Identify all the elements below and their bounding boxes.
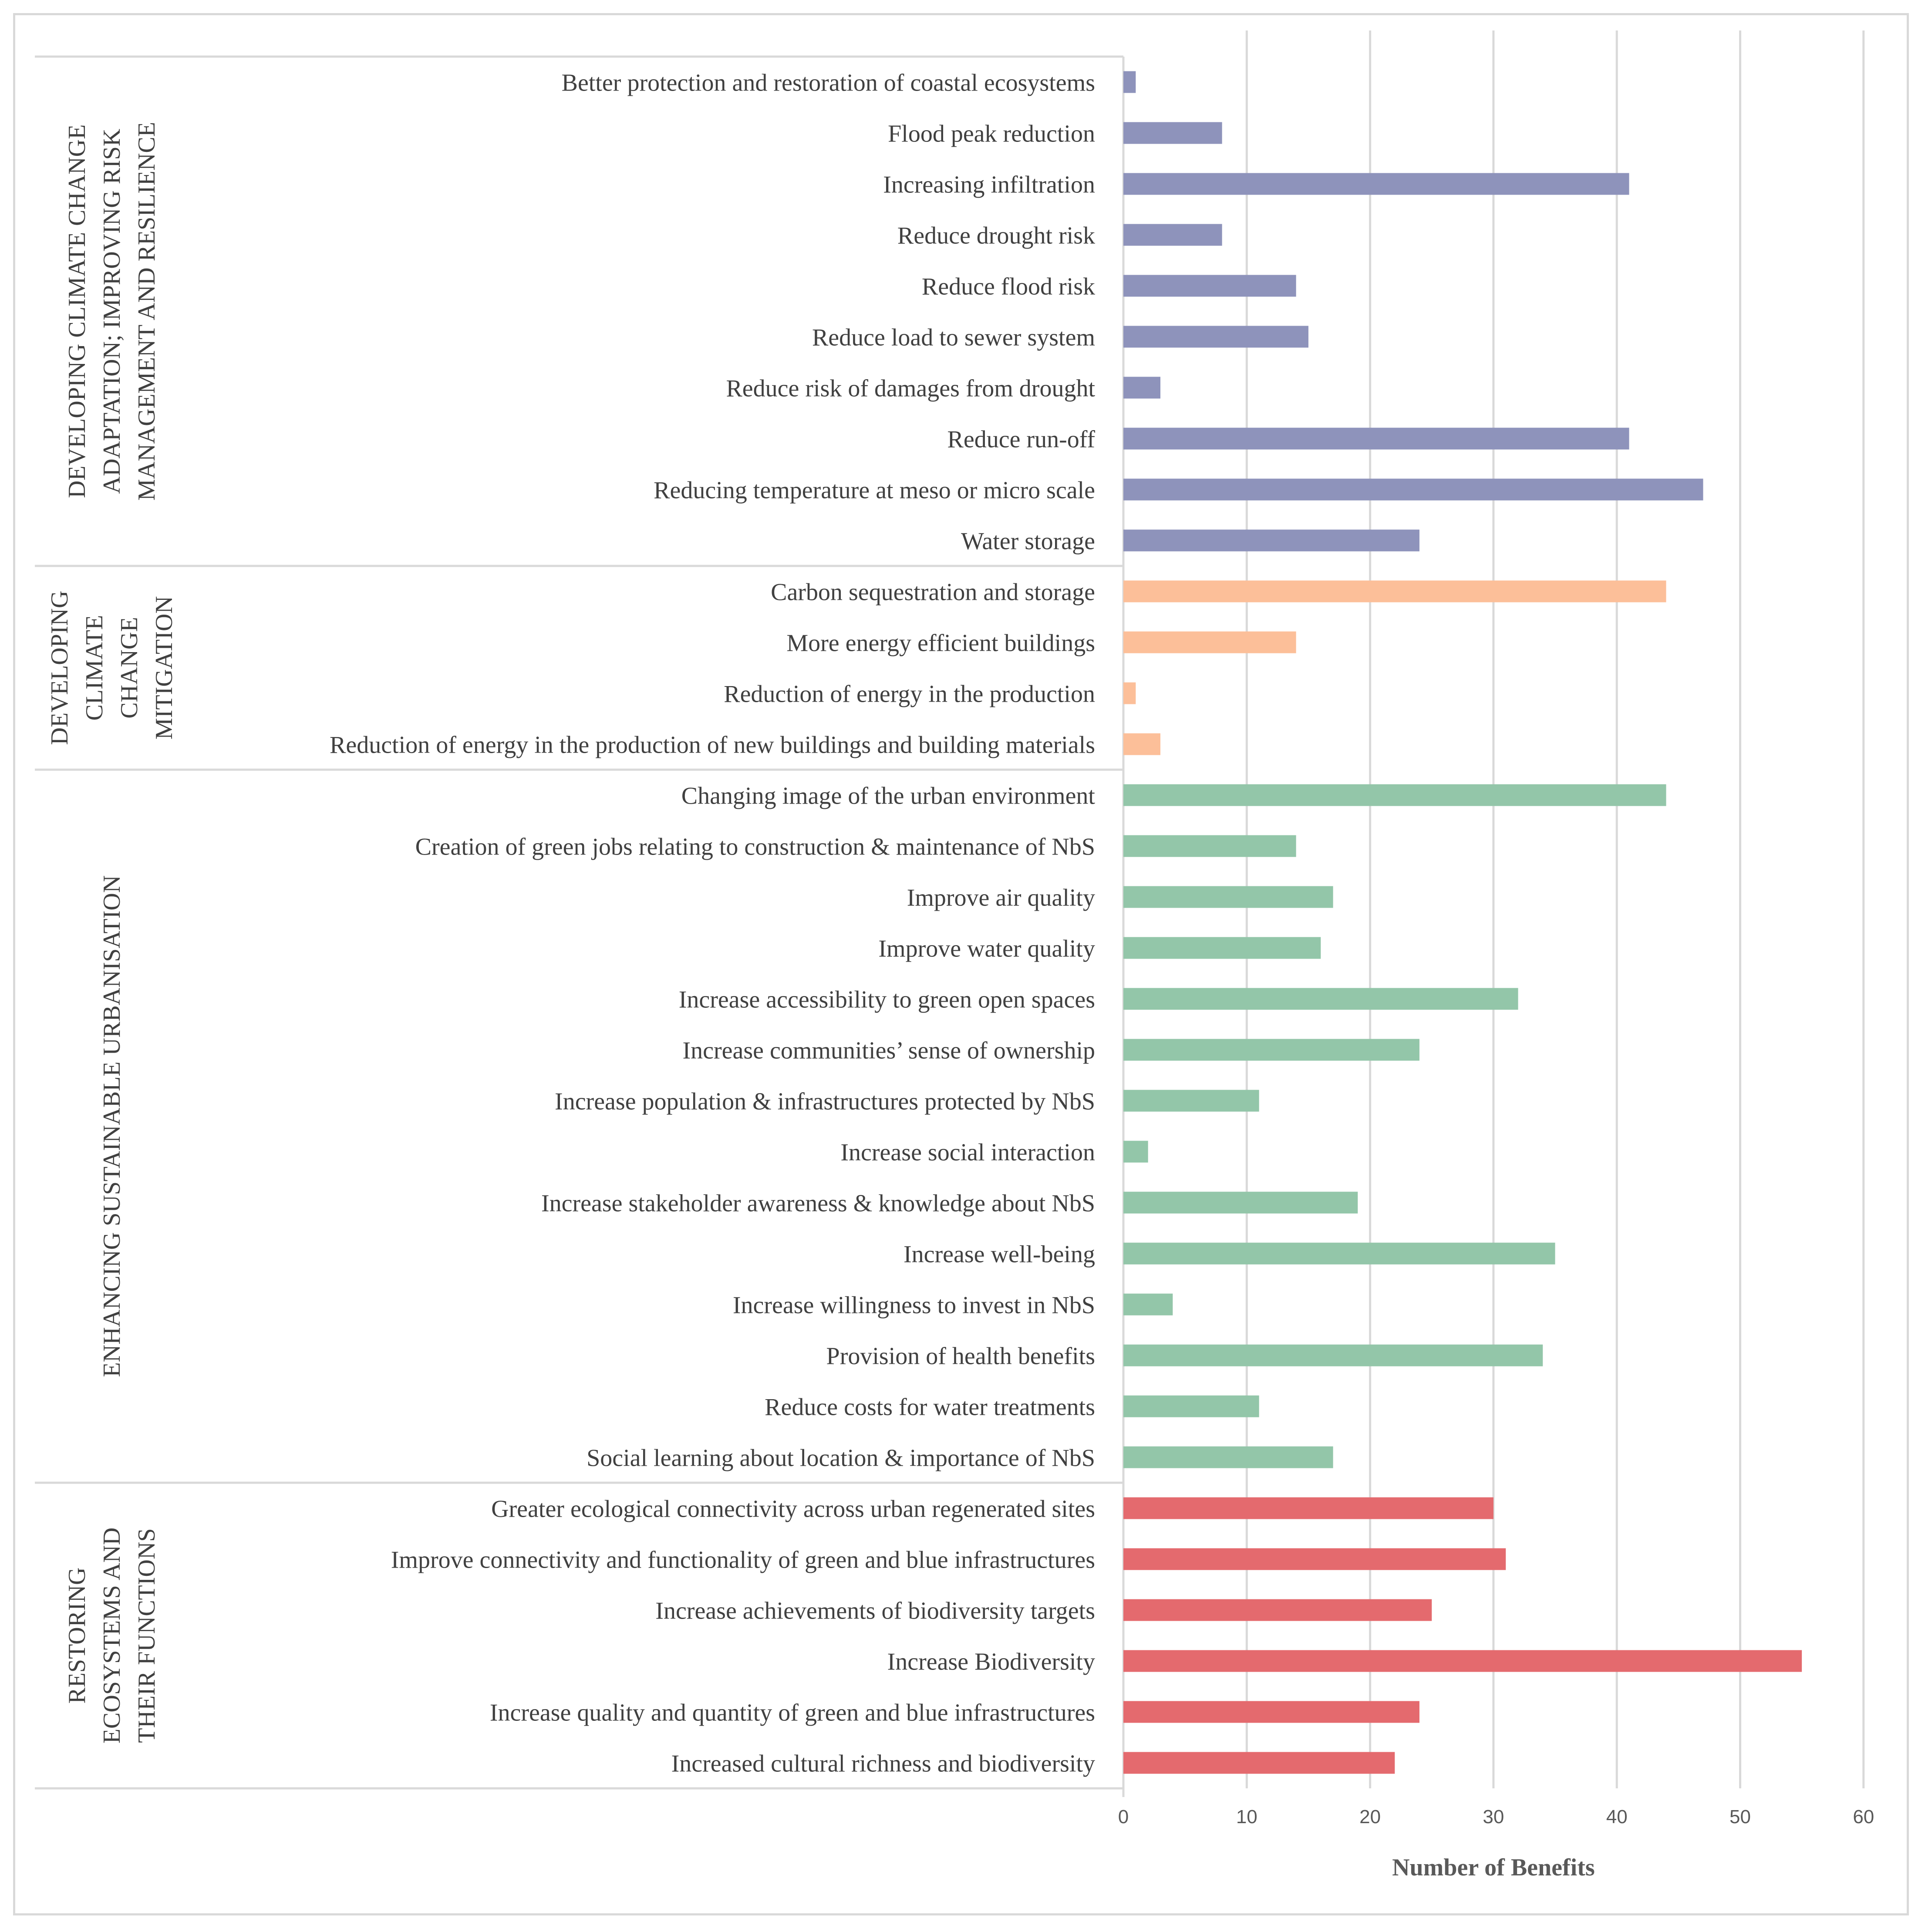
x-tick-label: 0 [1118, 1806, 1129, 1828]
category-label: Increase quality and quantity of green a… [490, 1700, 1095, 1727]
group-label: THEIR FUNCTIONS [133, 1528, 160, 1743]
group-label: ENHANCING SUSTAINABLE URBANISATION [98, 875, 125, 1377]
bar [1123, 1548, 1506, 1570]
category-label: Reduce drought risk [897, 222, 1095, 249]
group-label: ECOSYSTEMS AND [98, 1528, 125, 1744]
bar [1123, 478, 1703, 501]
bar [1123, 937, 1321, 959]
bar [1123, 275, 1296, 297]
bar [1123, 733, 1160, 755]
bar [1123, 631, 1296, 653]
bar [1123, 1752, 1395, 1774]
category-label: More energy efficient buildings [786, 630, 1095, 657]
group-label: CHANGE [116, 617, 143, 718]
category-label: Increase well-being [904, 1241, 1095, 1268]
bar [1123, 377, 1160, 399]
bar [1123, 1293, 1173, 1316]
category-label: Reduce flood risk [922, 273, 1095, 300]
x-tick-label: 10 [1236, 1806, 1257, 1828]
bar [1123, 1090, 1259, 1112]
bar [1123, 835, 1296, 857]
bar [1123, 427, 1629, 450]
bar [1123, 1344, 1543, 1367]
category-label: Flood peak reduction [888, 121, 1095, 148]
chart-frame: 0 10 20 30 40 50 60 Number of Benefits Better pr… [13, 13, 1909, 1915]
category-label: Increased cultural richness and biodiver… [671, 1750, 1095, 1777]
bar [1123, 224, 1222, 246]
category-label: Improve air quality [907, 885, 1095, 912]
category-label: Improve water quality [878, 936, 1095, 963]
bar [1123, 1395, 1259, 1417]
group-label: CLIMATE [81, 615, 108, 721]
category-label: Social learning about location & importa… [587, 1445, 1095, 1472]
category-label: Better protection and restoration of coa… [562, 70, 1095, 97]
category-label: Increase stakeholder awareness & knowled… [541, 1190, 1095, 1217]
bar [1123, 988, 1518, 1010]
category-label: Reduction of energy in the production of… [330, 732, 1095, 759]
bar-chart: 0 10 20 30 40 50 60 Number of Benefits Better pr… [35, 30, 1874, 1881]
category-label: Greater ecological connectivity across u… [491, 1496, 1095, 1523]
x-tick-label: 50 [1729, 1806, 1751, 1828]
category-label: Water storage [961, 528, 1095, 555]
bar [1123, 173, 1629, 195]
group-label: DEVELOPING CLIMATE CHANGE [64, 125, 91, 498]
x-tick-label: 20 [1359, 1806, 1381, 1828]
x-tick-label: 30 [1483, 1806, 1504, 1828]
category-label: Increasing infiltration [883, 172, 1095, 199]
x-tick-label: 40 [1606, 1806, 1628, 1828]
category-label: Increase achievements of biodiversity ta… [655, 1598, 1095, 1625]
category-label: Creation of green jobs relating to const… [415, 834, 1095, 861]
group-label: MITIGATION [151, 596, 178, 740]
bar [1123, 1497, 1493, 1519]
bar [1123, 1242, 1555, 1265]
category-label: Improve connectivity and functionality o… [391, 1547, 1095, 1574]
category-label: Increase social interaction [840, 1139, 1095, 1166]
category-label: Increase Biodiversity [887, 1649, 1095, 1676]
category-label: Reduction of energy in the production [724, 681, 1095, 708]
bar [1123, 1446, 1333, 1468]
bar [1123, 326, 1308, 348]
x-tick-label: 60 [1853, 1806, 1874, 1828]
category-label: Reduce run-off [947, 426, 1096, 453]
category-label: Reducing temperature at meso or micro sc… [654, 477, 1095, 504]
bar [1123, 529, 1419, 552]
bar [1123, 1192, 1358, 1214]
category-label: Increase willingness to invest in NbS [733, 1292, 1095, 1319]
bar [1123, 1141, 1148, 1163]
bar [1123, 1599, 1432, 1621]
category-label: Carbon sequestration and storage [771, 579, 1095, 606]
category-label: Increase population & infrastructures pr… [555, 1088, 1095, 1115]
bar [1123, 1039, 1419, 1061]
category-label: Increase accessibility to green open spa… [679, 986, 1095, 1013]
bar [1123, 1701, 1419, 1723]
category-label: Reduce load to sewer system [812, 324, 1095, 351]
bar [1123, 122, 1222, 144]
category-label: Changing image of the urban environment [681, 783, 1096, 810]
group-label: RESTORING [64, 1567, 91, 1703]
category-label: Reduce risk of damages from drought [726, 375, 1095, 402]
group-label: MANAGEMENT AND RESILIENCE [133, 122, 160, 501]
bar [1123, 886, 1333, 908]
bar [1123, 580, 1666, 602]
bar [1123, 71, 1136, 93]
group-label: DEVELOPING [46, 591, 73, 745]
category-label: Provision of health benefits [826, 1343, 1095, 1370]
bar [1123, 784, 1666, 806]
category-label: Reduce costs for water treatments [765, 1394, 1095, 1421]
bar [1123, 1650, 1802, 1672]
category-label: Increase communities’ sense of ownership [682, 1037, 1095, 1064]
bar [1123, 682, 1136, 704]
group-label: ADAPTATION; IMPROVING RISK [98, 129, 125, 494]
x-axis-title: Number of Benefits [1392, 1854, 1595, 1881]
